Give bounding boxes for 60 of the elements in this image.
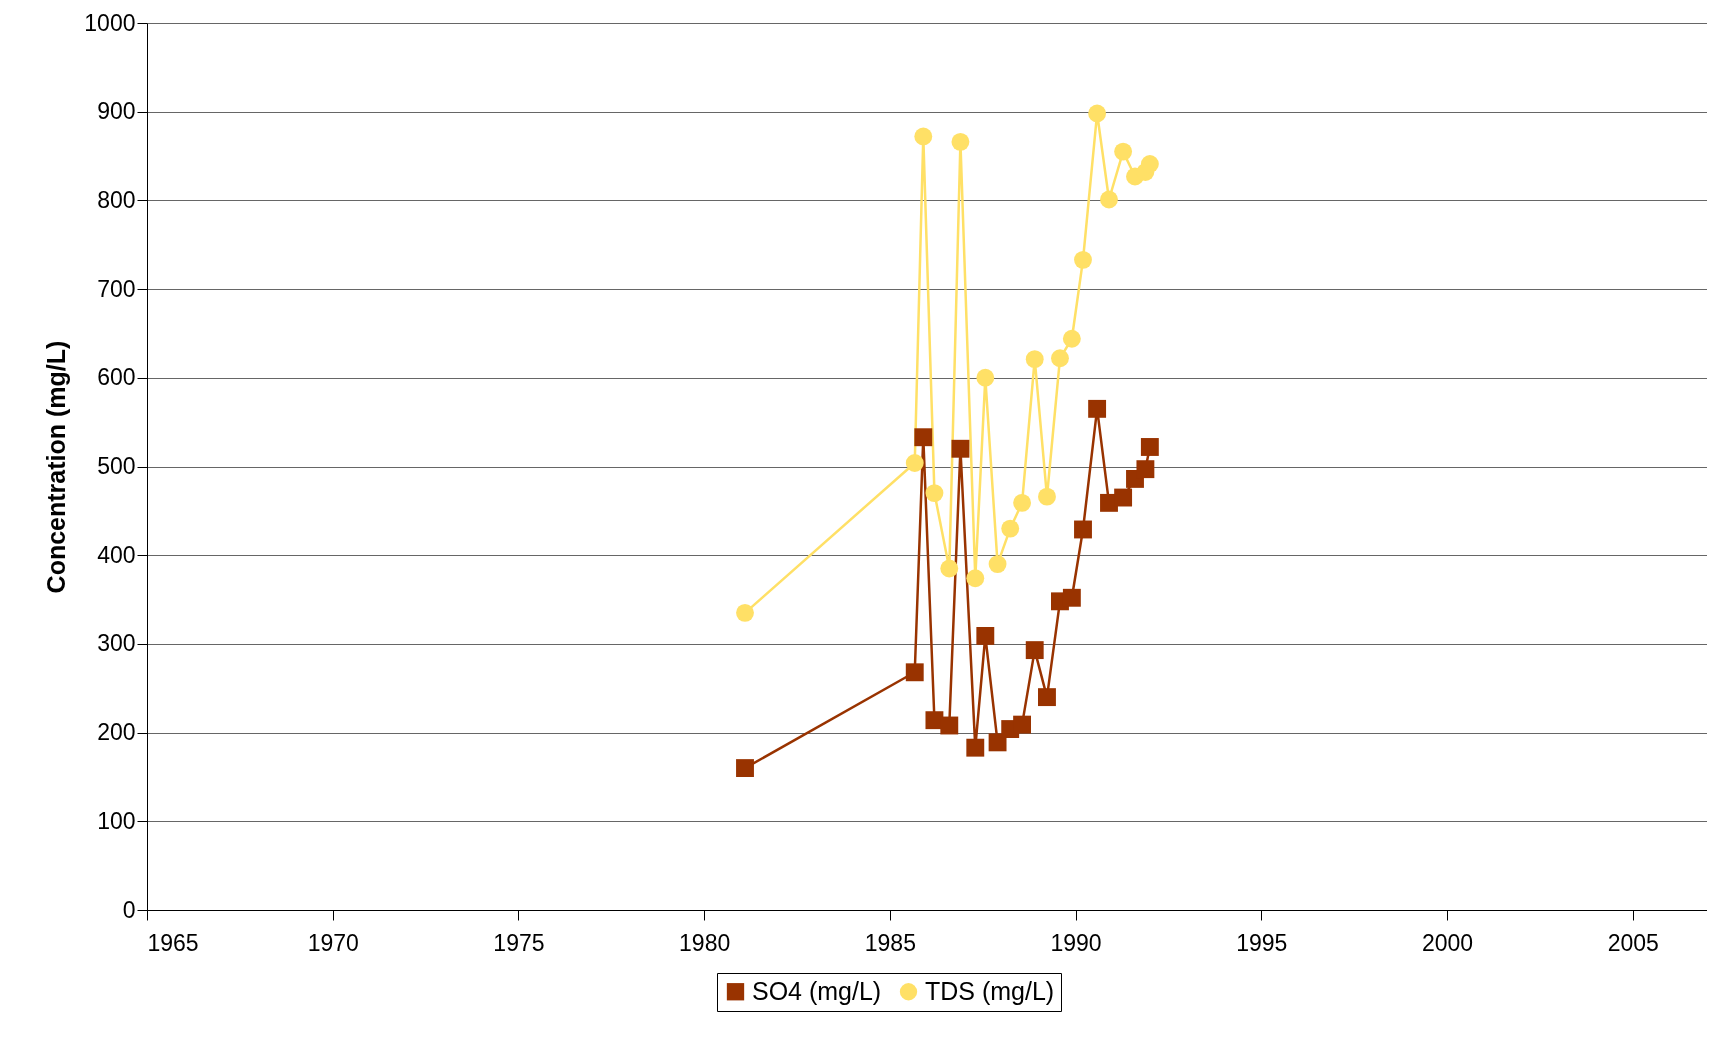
- point: [1013, 715, 1032, 734]
- legend-label: TDS (mg/L): [925, 976, 1055, 1005]
- point: [1001, 519, 1020, 538]
- x-tick-label: 1995: [1236, 929, 1288, 956]
- point: [1088, 399, 1107, 418]
- point: [1013, 493, 1032, 512]
- point: [940, 716, 959, 735]
- point: [966, 569, 985, 588]
- point: [1140, 155, 1159, 173]
- point: [1114, 488, 1133, 507]
- y-tick-label: 1000: [84, 9, 136, 36]
- point: [966, 738, 985, 757]
- x-tick-label: 1965: [147, 929, 199, 956]
- x-tick-label: 1970: [307, 929, 359, 956]
- point: [905, 663, 924, 682]
- point: [951, 439, 970, 458]
- point: [1062, 588, 1081, 607]
- x-tick-label: 1985: [864, 929, 916, 956]
- point: [1038, 688, 1056, 707]
- y-tick-label: 0: [122, 896, 136, 923]
- point: [1140, 438, 1159, 456]
- point: [1062, 329, 1081, 348]
- y-tick-label: 600: [97, 364, 136, 391]
- point: [1074, 250, 1092, 269]
- point: [1038, 487, 1056, 506]
- y-tick-label: 700: [97, 275, 136, 302]
- point: [1025, 350, 1044, 369]
- y-tick-label: 200: [97, 719, 136, 746]
- x-tick-label: 2000: [1421, 929, 1474, 956]
- point: [905, 454, 924, 472]
- point: [736, 603, 754, 622]
- y-axis-title: Concentration (mg/L): [42, 340, 71, 594]
- point: [914, 127, 933, 146]
- x-tick-label: 1975: [493, 929, 545, 956]
- point: [988, 733, 1007, 752]
- y-tick-label: 400: [97, 541, 136, 568]
- y-tick-label: 800: [97, 186, 136, 213]
- point: [1051, 349, 1069, 368]
- y-tick-label: 300: [97, 630, 136, 657]
- point: [976, 368, 995, 387]
- point: [1074, 520, 1092, 539]
- x-tick-label: 2005: [1607, 929, 1659, 956]
- legend-label: SO4 (mg/L): [752, 976, 882, 1005]
- point: [988, 555, 1007, 573]
- y-tick-label: 100: [97, 807, 136, 834]
- point: [1114, 142, 1133, 161]
- x-tick-label: 1990: [1050, 929, 1102, 956]
- point: [1100, 190, 1118, 209]
- y-tick-label: 500: [97, 453, 136, 479]
- point: [940, 559, 959, 578]
- y-tick-label: 900: [97, 98, 136, 125]
- point: [736, 759, 754, 778]
- point: [1136, 460, 1155, 479]
- x-tick-label: 1980: [679, 929, 731, 956]
- point: [914, 428, 933, 447]
- point: [951, 132, 970, 151]
- point: [1025, 641, 1044, 660]
- point: [1088, 104, 1107, 123]
- point: [976, 626, 995, 645]
- point: [925, 484, 944, 503]
